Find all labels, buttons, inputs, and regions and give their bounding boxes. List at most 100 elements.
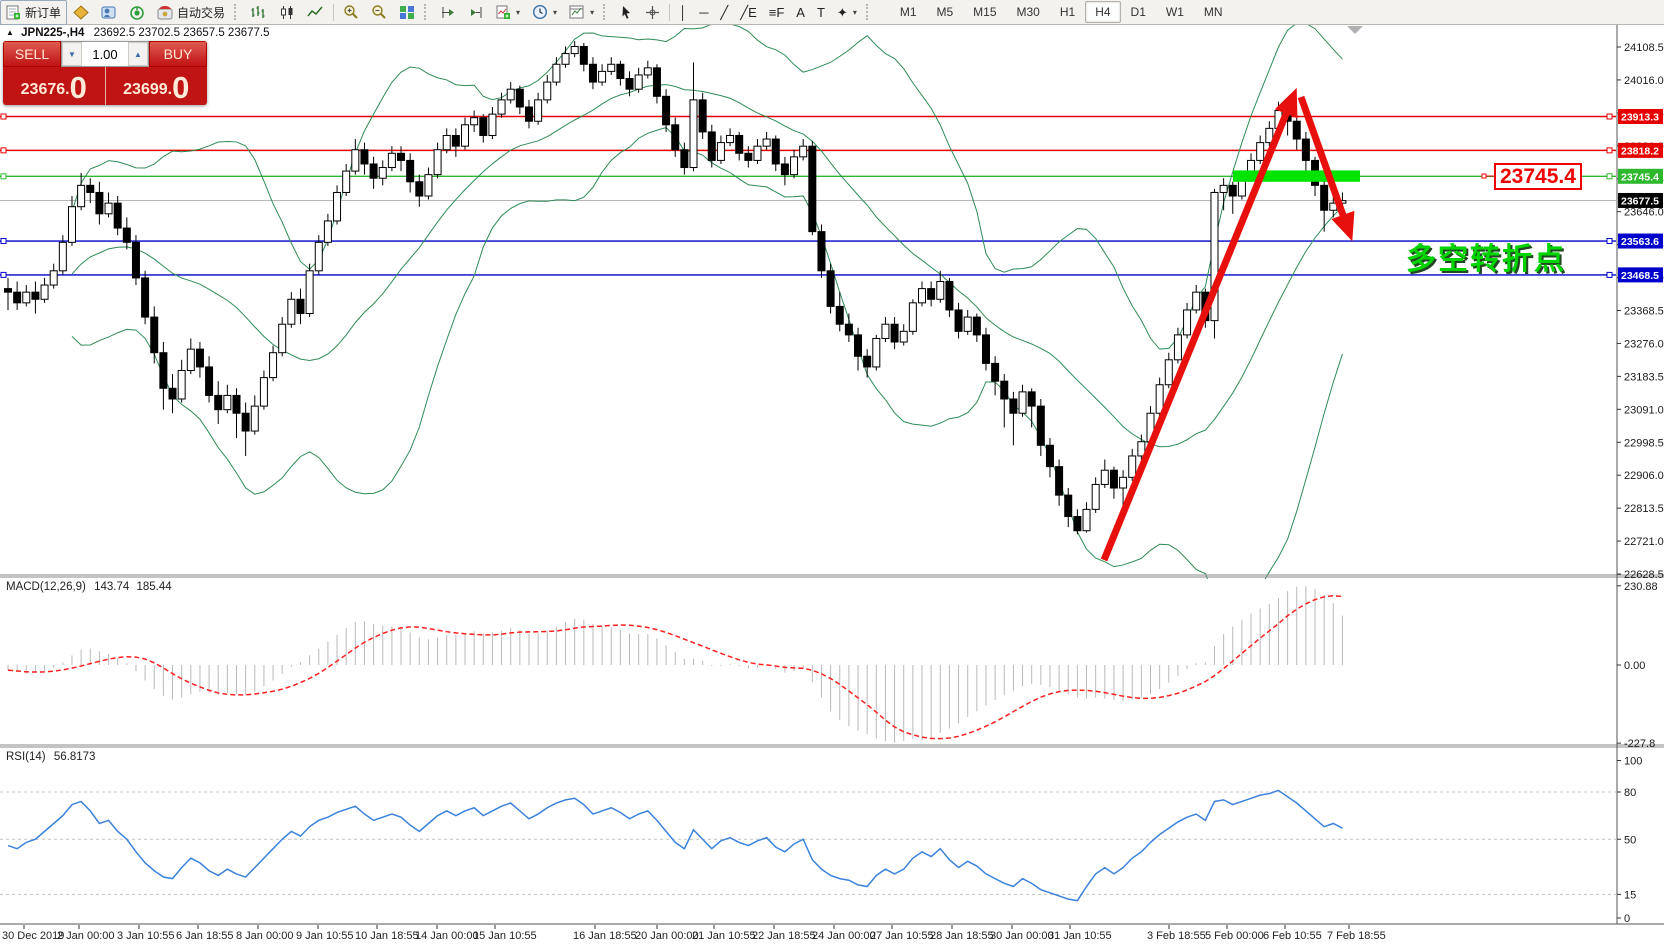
arrows-icon: ✦ [836,4,848,20]
chart-title: ▲ JPN225-,H4 23692.5 23702.5 23657.5 236… [6,27,270,39]
fibonacci-tool[interactable]: ≡F [763,0,791,25]
zoom-in-button[interactable] [337,0,365,25]
vertical-line-icon: │ [679,4,688,20]
trendline-tool[interactable]: ╱ [714,0,734,25]
autotrade-icon [157,5,173,19]
timeframe-M5[interactable]: M5 [936,5,954,19]
timeframe-H4[interactable]: H4 [1085,1,1121,23]
cursor-tool-button[interactable] [613,0,639,25]
line-chart-button[interactable] [301,0,330,25]
svg-text:8 Jan 00:00: 8 Jan 00:00 [236,930,294,942]
volume-increase-button[interactable]: ▲ [128,42,148,66]
turning-point-annotation[interactable]: 多空转折点 [1406,243,1566,276]
chart-ohlc-values: 23692.5 23702.5 23657.5 23677.5 [93,27,270,39]
svg-text:22906.0: 22906.0 [1624,470,1664,482]
timeframe-W1[interactable]: W1 [1165,5,1184,19]
data-window-button[interactable] [95,0,123,25]
autotrade-button[interactable]: 自动交易 [151,0,231,25]
candlestick-series [4,41,1347,535]
crosshair-icon [646,5,660,19]
collapse-triangle-icon[interactable]: ▲ [6,28,14,37]
svg-text:23818.2: 23818.2 [1621,145,1659,157]
svg-text:22628.5: 22628.5 [1624,569,1664,581]
bollinger-lower-band [71,126,1343,579]
arrow-up[interactable] [1100,87,1298,562]
green-zone-bar[interactable] [1233,170,1360,182]
tile-windows-icon [400,5,415,19]
svg-text:21 Jan 10:55: 21 Jan 10:55 [692,930,756,942]
svg-text:50: 50 [1624,834,1636,846]
buy-price[interactable]: 23699. 0 [106,67,208,105]
market-watch-button[interactable] [67,0,95,25]
sell-price[interactable]: 23676. 0 [3,67,106,105]
sell-price-big-digit: 0 [69,70,87,105]
new-order-button[interactable]: 新订单 [0,0,68,25]
candlestick-chart-icon [281,5,293,19]
toolbar-separator [333,3,335,21]
timeframe-D1[interactable]: D1 [1130,5,1146,19]
svg-text:23183.5: 23183.5 [1624,371,1664,383]
crosshair-tool-button[interactable] [639,0,666,25]
price-axis[interactable]: 24108.524016.023923.523831.023738.523646… [1617,42,1664,581]
svg-text:23913.3: 23913.3 [1621,112,1659,124]
price-pane[interactable] [0,23,1617,614]
periods-button[interactable]: ▾ [526,0,563,25]
vertical-line-tool[interactable]: │ [673,0,693,25]
indicators-icon [496,5,511,19]
zoom-out-button[interactable] [365,0,393,25]
svg-text:2 Jan 00:00: 2 Jan 00:00 [57,930,115,942]
new-order-icon [6,5,20,19]
auto-scroll-button[interactable] [434,0,462,25]
svg-text:5 Feb 00:00: 5 Feb 00:00 [1205,930,1264,942]
text-label-tool[interactable]: T [811,0,831,25]
sell-price-dot: . [65,81,70,98]
text-tool[interactable]: A [790,0,811,25]
text-tool-icon: A [796,4,805,20]
sell-button[interactable]: SELL [3,41,61,67]
templates-button[interactable]: ▾ [563,0,600,25]
svg-text:14 Jan 00:00: 14 Jan 00:00 [415,930,479,942]
arrows-caret: ▾ [852,7,857,17]
svg-text:6 Feb 10:55: 6 Feb 10:55 [1263,930,1322,942]
timeframe-M30[interactable]: M30 [1016,5,1040,19]
svg-text:23468.5: 23468.5 [1621,270,1659,282]
hline-23913.3[interactable] [0,113,1617,120]
svg-text:22998.5: 22998.5 [1624,437,1664,449]
hline-23468.5[interactable] [0,271,1617,278]
periods-caret: ▾ [553,7,558,17]
chart-shift-button[interactable] [462,0,490,25]
rsi-pane[interactable]: 100 80 50 15 0 [0,756,1642,926]
timeframe-H1[interactable]: H1 [1059,5,1076,19]
rsi-value: 56.8173 [53,751,96,763]
buy-price-big-digit: 0 [172,70,190,105]
toolbar-grip [234,4,241,20]
bar-chart-button[interactable] [244,0,273,25]
svg-text:7 Feb 18:55: 7 Feb 18:55 [1327,930,1386,942]
macd-value-1: 143.74 [94,581,130,593]
arrow-down[interactable] [1297,95,1355,242]
channel-tool[interactable]: ╱E [734,0,763,25]
line-chart-icon [307,6,323,16]
svg-text:80: 80 [1624,787,1636,799]
buy-button[interactable]: BUY [149,41,207,67]
trendline-icon: ╱ [720,4,729,20]
macd-label: MACD(12,26,9) 143.74 185.44 [6,581,172,593]
tile-windows-button[interactable] [393,0,421,25]
axis-label-23468.5: 23468.5 [1618,267,1663,283]
price-callout-label[interactable]: 23745.4 [1494,163,1582,190]
timeframe-M15[interactable]: M15 [973,5,997,19]
candlestick-chart-button[interactable] [273,0,301,25]
timeframe-M1[interactable]: M1 [899,5,917,19]
strategy-tester-button[interactable] [123,0,151,25]
arrows-tool[interactable]: ✦ ▾ [831,0,863,25]
volume-stepper: ▼ ▲ [61,41,149,67]
macd-pane[interactable]: 230.88 0.00 -227.8 [7,581,1658,750]
volume-input[interactable] [82,42,128,66]
timeframe-MN[interactable]: MN [1203,5,1223,19]
volume-decrease-button[interactable]: ▼ [62,42,82,66]
indicators-button[interactable]: ▾ [490,0,526,25]
svg-text:6 Jan 18:55: 6 Jan 18:55 [176,930,234,942]
horizontal-line-tool[interactable]: ─ [693,0,714,25]
